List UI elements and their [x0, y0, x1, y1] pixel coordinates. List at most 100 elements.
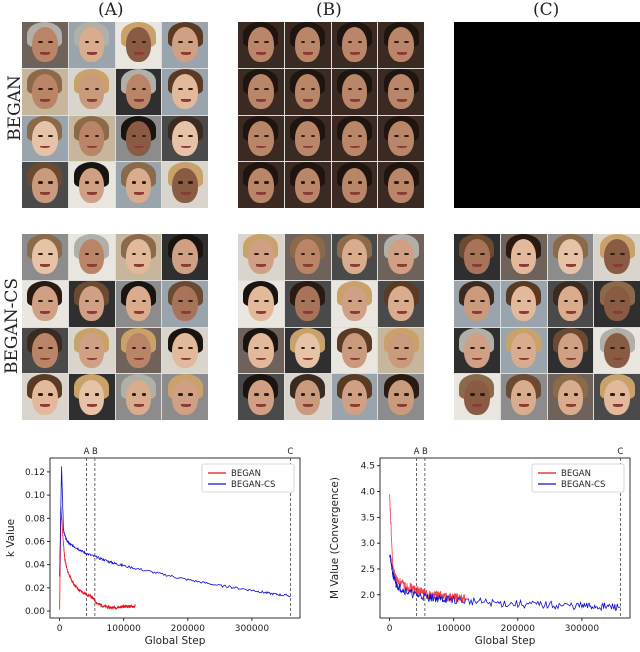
face-thumbnail	[284, 115, 331, 162]
series-line-began	[59, 506, 136, 610]
marker-label: B	[422, 447, 428, 457]
face-thumbnail	[378, 68, 424, 115]
y-axis-label: k Value	[5, 519, 17, 557]
face-thumbnail	[331, 374, 378, 420]
x-tick-label: 200000	[501, 624, 536, 634]
k-value-chart: 0 100000 200000 300000 0.00 0.02 0.04 0.06 0.08 0…	[5, 447, 301, 647]
marker-label: C	[287, 447, 293, 457]
face-thumbnail	[594, 234, 640, 280]
face-thumbnail	[238, 115, 284, 162]
face-thumbnail	[238, 234, 284, 280]
row-label-began-cs: BEGAN-CS	[2, 277, 22, 375]
face-thumbnail	[500, 234, 547, 280]
y-axis-label: M Value (Convergence)	[329, 477, 341, 599]
face-thumbnail	[162, 22, 208, 68]
face-thumbnail	[331, 22, 378, 68]
face-thumbnail	[68, 68, 115, 115]
face-thumbnail	[162, 234, 208, 280]
legend-label: BEGAN	[231, 469, 261, 479]
legend-label: BEGAN-CS	[231, 480, 275, 490]
face-thumbnail	[500, 374, 547, 420]
face-thumbnail	[115, 280, 162, 327]
face-thumbnail	[284, 327, 331, 374]
face-thumbnail	[22, 68, 68, 115]
x-tick-label: 0	[57, 624, 63, 634]
x-tick-label: 300000	[565, 624, 600, 634]
face-thumbnail	[22, 234, 68, 280]
face-thumbnail	[162, 68, 208, 115]
m-value-chart: 0 100000 200000 300000 2.0 2.5 3.0 3.5 4.0 4.5 Glo…	[329, 447, 631, 647]
y-tick-label: 0.04	[25, 561, 45, 571]
y-tick-label: 3.0	[361, 539, 376, 549]
face-thumbnail	[284, 162, 331, 208]
face-thumbnail	[22, 162, 68, 208]
face-thumbnail	[594, 374, 640, 420]
face-thumbnail	[162, 115, 208, 162]
face-grid-began-cs-c	[454, 234, 640, 420]
face-grid-began-cs-a	[22, 234, 208, 420]
x-axis-label: Global Step	[475, 635, 536, 647]
face-thumbnail	[594, 280, 640, 327]
face-thumbnail	[331, 68, 378, 115]
face-thumbnail	[162, 327, 208, 374]
face-grid-began-b	[238, 22, 424, 208]
face-thumbnail	[162, 280, 208, 327]
column-label-b: (B)	[316, 0, 342, 20]
y-tick-label: 2.5	[361, 565, 375, 575]
face-thumbnail	[115, 22, 162, 68]
face-thumbnail	[284, 280, 331, 327]
face-thumbnail	[284, 22, 331, 68]
marker-label: B	[92, 447, 98, 457]
face-thumbnail	[331, 327, 378, 374]
face-thumbnail	[162, 162, 208, 208]
face-thumbnail	[378, 327, 424, 374]
face-thumbnail	[68, 234, 115, 280]
legend-box	[201, 463, 295, 493]
face-thumbnail	[454, 280, 500, 327]
plot-frame	[49, 457, 301, 619]
face-thumbnail	[238, 162, 284, 208]
face-thumbnail	[594, 327, 640, 374]
y-tick-label: 2.0	[361, 591, 376, 601]
legend-label: BEGAN	[561, 469, 591, 479]
face-thumbnail	[331, 115, 378, 162]
face-thumbnail	[284, 374, 331, 420]
legend-label: BEGAN-CS	[561, 480, 605, 490]
face-thumbnail	[68, 22, 115, 68]
x-tick-label: 300000	[235, 624, 270, 634]
series-line-began-cs	[389, 554, 621, 612]
face-thumbnail	[115, 115, 162, 162]
face-thumbnail	[115, 68, 162, 115]
face-thumbnail	[238, 68, 284, 115]
face-thumbnail	[115, 234, 162, 280]
face-thumbnail	[284, 234, 331, 280]
face-thumbnail	[68, 327, 115, 374]
face-thumbnail	[378, 22, 424, 68]
y-tick-label: 0.12	[25, 468, 45, 478]
y-tick-label: 0.02	[25, 584, 45, 594]
face-thumbnail	[22, 280, 68, 327]
face-thumbnail	[378, 374, 424, 420]
face-thumbnail	[22, 374, 68, 420]
series-line-began	[389, 494, 466, 604]
face-thumbnail	[547, 234, 594, 280]
face-thumbnail	[378, 162, 424, 208]
y-tick-label: 0.08	[25, 514, 45, 524]
y-tick-label: 0.06	[25, 537, 45, 547]
y-tick-label: 0.00	[25, 607, 45, 617]
face-thumbnail	[238, 280, 284, 327]
face-thumbnail	[378, 280, 424, 327]
face-thumbnail	[22, 22, 68, 68]
column-label-c: (C)	[533, 0, 560, 20]
marker-label: A	[414, 447, 420, 457]
marker-label: A	[84, 447, 90, 457]
face-thumbnail	[68, 162, 115, 208]
face-thumbnail	[547, 374, 594, 420]
face-thumbnail	[331, 280, 378, 327]
face-thumbnail	[22, 327, 68, 374]
face-thumbnail	[454, 327, 500, 374]
x-tick-label: 100000	[107, 624, 142, 634]
face-thumbnail	[284, 68, 331, 115]
face-thumbnail	[238, 22, 284, 68]
face-thumbnail	[500, 280, 547, 327]
